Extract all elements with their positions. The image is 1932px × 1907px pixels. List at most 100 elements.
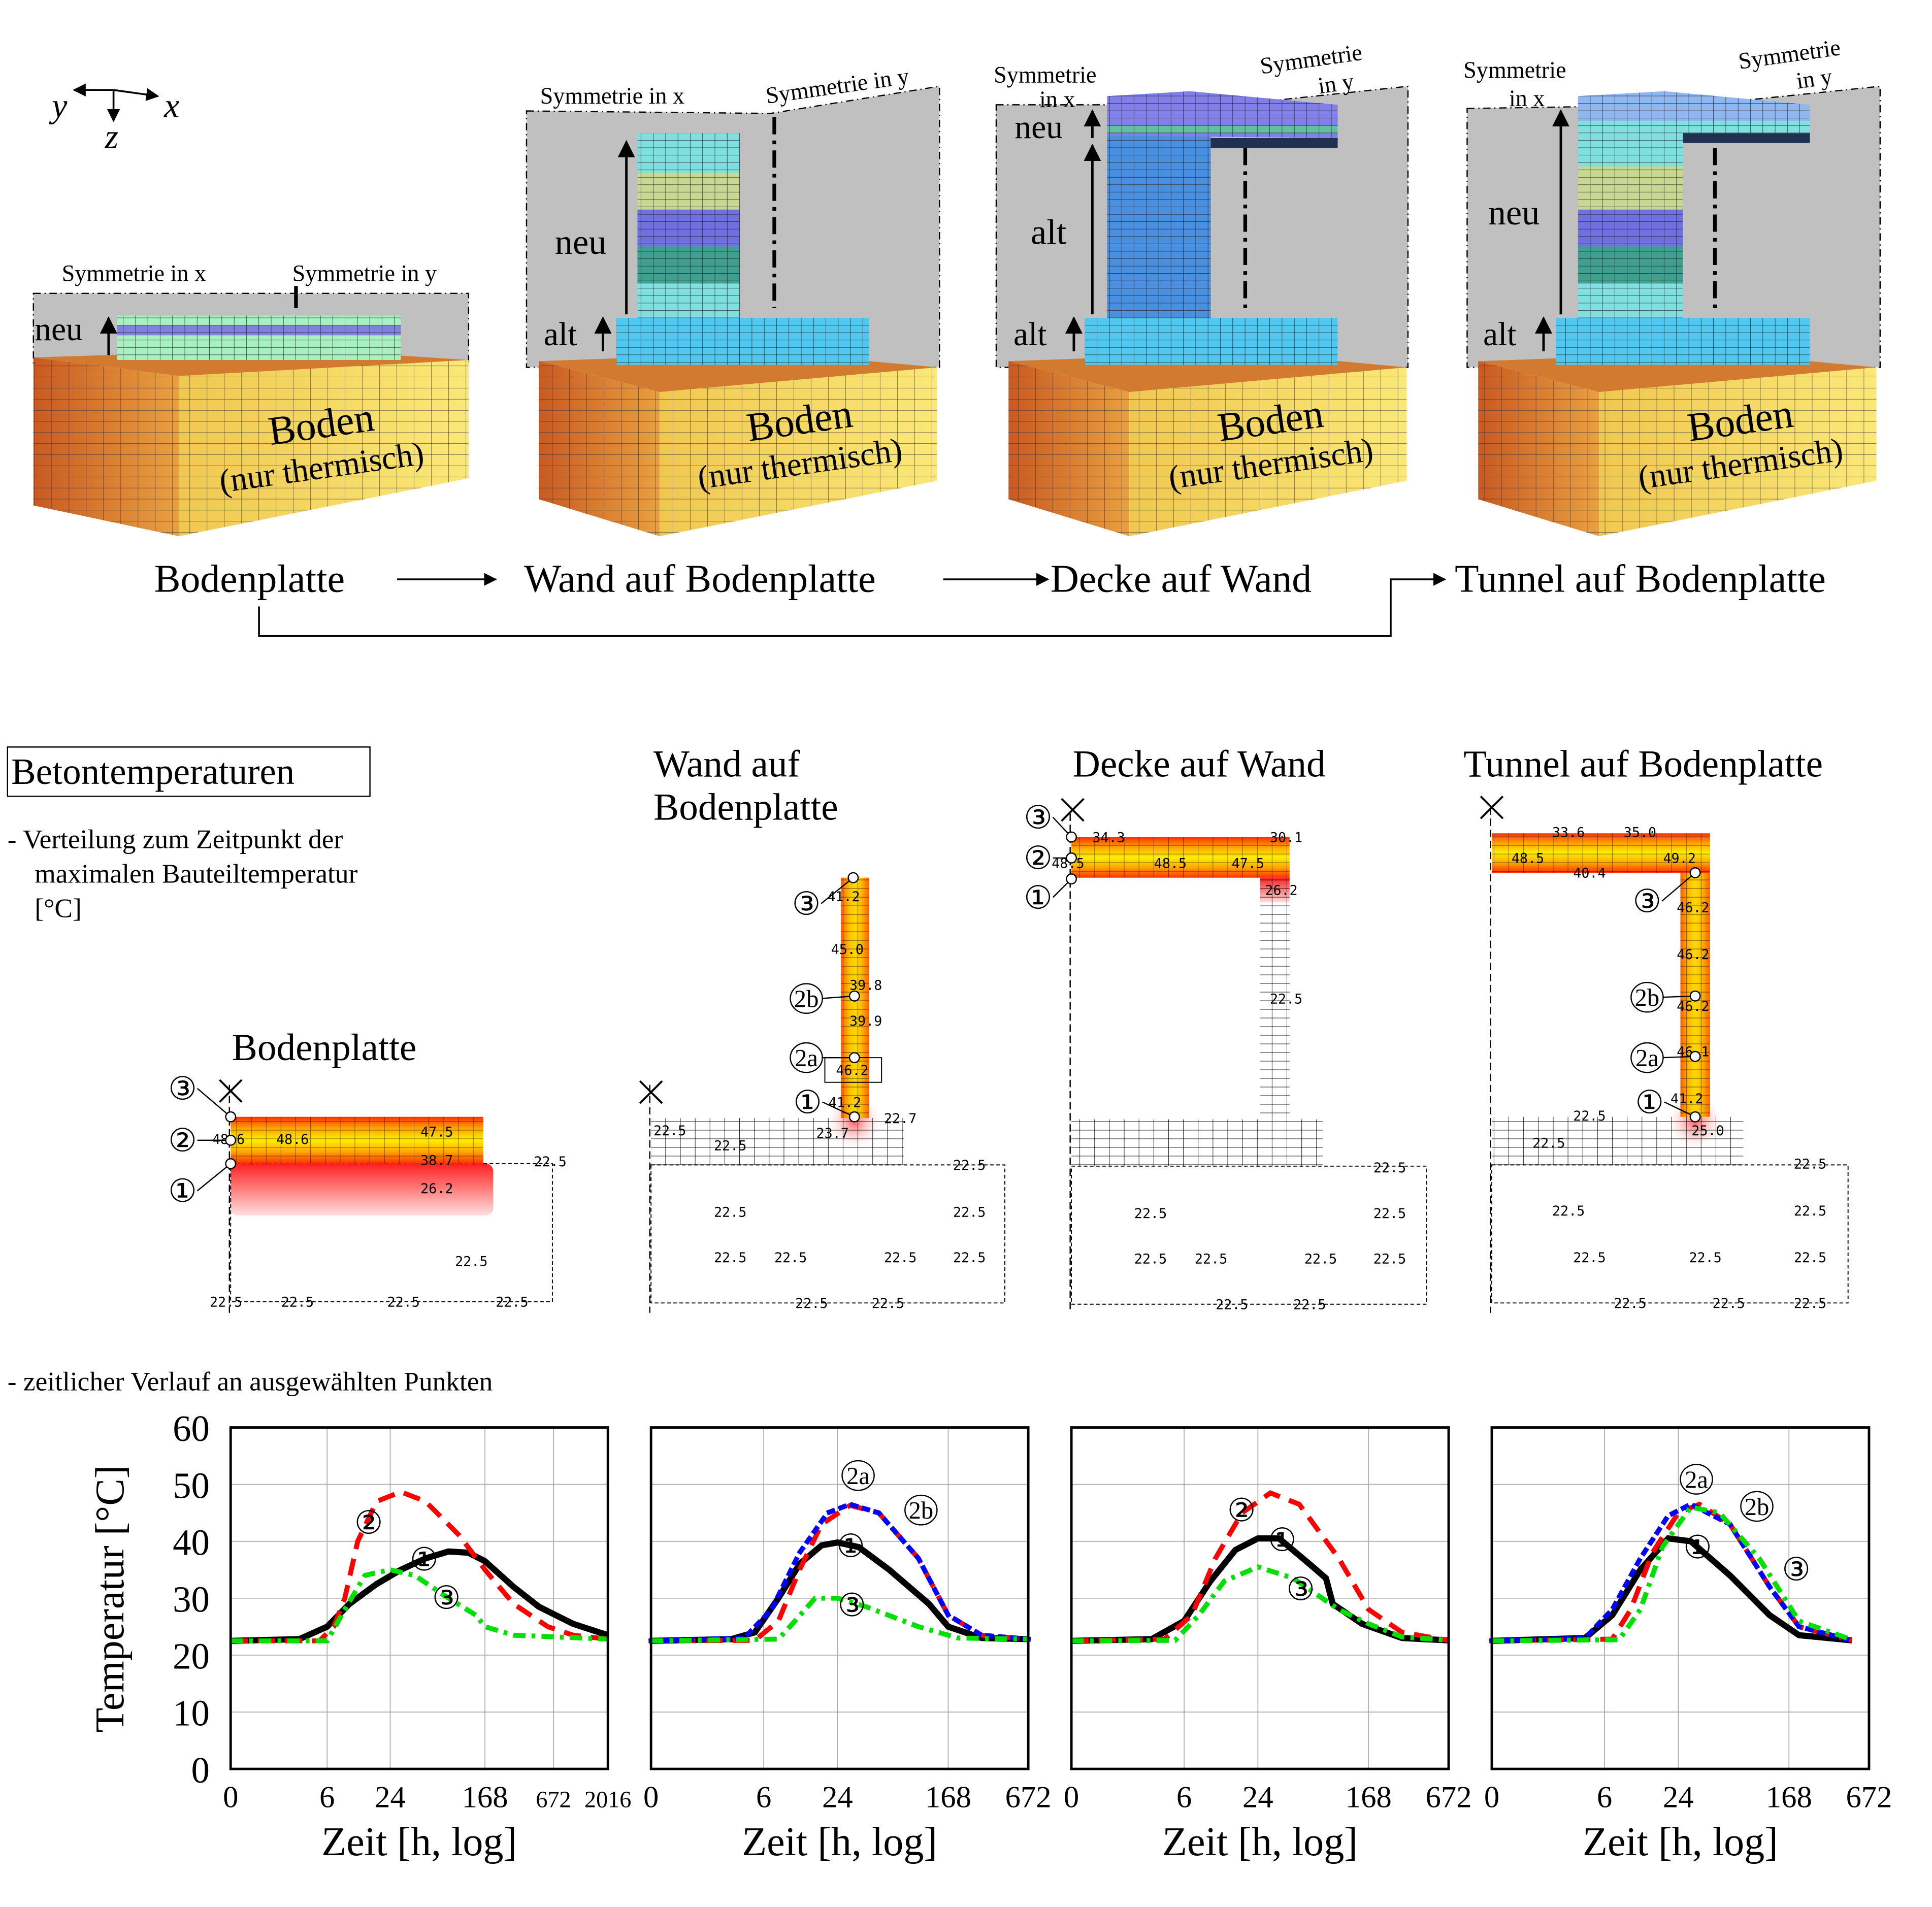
plot-frame — [1490, 1426, 1871, 1770]
y-tick-label: 60 — [173, 1408, 210, 1449]
temperature-value: 30.1 — [1270, 830, 1302, 845]
axis-z-label: z — [105, 117, 118, 155]
neu-label: neu — [555, 222, 607, 262]
measurement-point-marker — [1066, 831, 1077, 843]
coordinate-axes-glyph: y x z — [49, 83, 179, 155]
curve-label: ③ — [1286, 1571, 1315, 1607]
temperature-value: 22.5 — [1689, 1250, 1721, 1266]
temperature-value: 22.5 — [714, 1138, 746, 1154]
temperature-value: 22.5 — [872, 1296, 904, 1311]
temperature-value: 41.2 — [1671, 1091, 1703, 1107]
x-tick-label: 24 — [822, 1780, 853, 1814]
measurement-point-marker — [1689, 867, 1701, 878]
temperature-value: 22.5 — [455, 1254, 487, 1269]
point-label: ③ — [792, 886, 821, 922]
x-tick-label: 672 — [536, 1786, 571, 1812]
dist-decke — [1069, 813, 1427, 1313]
symmetry-x-label: Symmetrie — [994, 62, 1096, 88]
point-label-text: ② — [1227, 1493, 1256, 1528]
neu-label: neu — [1014, 109, 1063, 146]
temperature-value: 46.2 — [1677, 947, 1709, 963]
temperature-value: 47.5 — [420, 1125, 453, 1140]
series-line-2b — [1489, 1501, 1855, 1643]
temperature-value: 38.7 — [420, 1153, 453, 1168]
point-label-text: 2b — [794, 985, 819, 1013]
temperature-chart: 0 10 20 30 40 50 60 0 6 24 168 672 2016 Zeit [h, log]… — [88, 1408, 631, 1864]
x-tick-label: 24 — [1663, 1780, 1694, 1814]
x-axis-label: Zeit [h, log] — [742, 1820, 937, 1864]
temperature-value: 22.5 — [953, 1250, 986, 1266]
axis-y-label: y — [49, 86, 68, 125]
curve-label: 2a — [1680, 1464, 1713, 1495]
x-tick-label: 672 — [1426, 1780, 1472, 1814]
point-label-text: 2a — [846, 1462, 870, 1490]
symmetry-y-label: in y — [1794, 63, 1833, 93]
temperature-value: 22.5 — [1216, 1297, 1248, 1312]
x-tick-label: 0 — [1484, 1780, 1499, 1814]
x-axis-label: Zeit [h, log] — [321, 1820, 517, 1864]
point-label-text: 2a — [1685, 1466, 1708, 1494]
symmetry-y-label: in y — [1316, 68, 1355, 98]
point-label-text: ③ — [1286, 1571, 1315, 1607]
temperature-value: 22.5 — [1134, 1206, 1167, 1222]
x-tick-label: 168 — [1346, 1780, 1392, 1814]
temperature-value: 22.5 — [496, 1295, 528, 1310]
temperature-chart: 0 6 24 168 672 Zeit [h, log] 2a 2b ① ③ — [643, 1426, 1052, 1864]
y-tick-label: 0 — [191, 1750, 210, 1791]
temperature-value: 22.5 — [1573, 1108, 1606, 1124]
temperature-value: 22.5 — [714, 1250, 746, 1266]
x-tick-label: 672 — [1846, 1780, 1892, 1814]
dist-text-line: [°C] — [35, 893, 82, 923]
point-label-text: ① — [1683, 1530, 1712, 1565]
symmetry-y-label: Symmetrie in y — [292, 260, 437, 286]
process-step-decke: Decke auf Wand — [1051, 556, 1312, 600]
point-label: ② — [1024, 841, 1053, 876]
point-label-text: ② — [168, 1123, 197, 1159]
measurement-point-marker — [1066, 873, 1077, 885]
temperature-value: 33.6 — [1552, 825, 1585, 841]
series-line-3 — [1071, 1564, 1449, 1643]
temperature-value: 25.0 — [1691, 1123, 1724, 1139]
temperature-value: 26.2 — [1265, 883, 1297, 899]
temperature-value: 22.5 — [1713, 1296, 1745, 1311]
dist-wand — [649, 877, 1005, 1313]
point-label-text: ① — [1268, 1522, 1297, 1558]
temperature-value: 22.5 — [653, 1123, 686, 1139]
temperature-value: 22.5 — [1794, 1157, 1826, 1172]
dist-title: Wand auf — [653, 743, 800, 785]
temperature-value: 22.5 — [1195, 1252, 1227, 1267]
temperature-value: 41.2 — [829, 1095, 861, 1110]
temperature-value: 45.0 — [831, 942, 864, 958]
y-tick-label: 30 — [173, 1579, 210, 1620]
temperature-value: 22.5 — [884, 1250, 916, 1266]
process-step-tunnel: Tunnel auf Bodenplatte — [1455, 556, 1826, 600]
stage-wand-3d: Symmetrie in x Symmetrie in y neu alt Bo… — [526, 63, 940, 537]
temperature-value: 22.5 — [387, 1295, 420, 1310]
temperature-value: 22.5 — [1794, 1296, 1826, 1311]
curve-label: 2a — [841, 1460, 875, 1491]
point-label: ① — [168, 1173, 197, 1209]
symmetry-x-label: Symmetrie in x — [62, 260, 206, 286]
point-label-text: ① — [793, 1084, 822, 1120]
x-tick-label: 0 — [1064, 1780, 1079, 1814]
stage-tunnel-3d: Symmetrie in x Symmetrie in y neu alt Bo… — [1463, 34, 1881, 537]
y-tick-label: 10 — [173, 1693, 210, 1734]
temperature-value: 22.5 — [1794, 1203, 1826, 1219]
point-label-text: ① — [836, 1528, 865, 1564]
measurement-point-marker — [225, 1111, 237, 1123]
section-title: Betontemperaturen — [11, 751, 294, 792]
point-label-text: ③ — [168, 1071, 197, 1107]
plot-frame — [229, 1426, 609, 1770]
x-tick-label: 0 — [643, 1780, 659, 1814]
process-step-wand: Wand auf Bodenplatte — [524, 556, 876, 600]
curve-label: 2b — [1740, 1491, 1774, 1522]
series-line-3 — [231, 1567, 608, 1643]
temperature-value: 40.4 — [1573, 866, 1606, 881]
x-tick-label: 168 — [925, 1780, 971, 1814]
point-label: ① — [1635, 1084, 1664, 1120]
measurement-point-marker — [1689, 1050, 1701, 1062]
stage-bodenplatte-3d: Symmetrie in x Symmetrie in y neu Boden … — [32, 260, 470, 537]
point-label-text: ① — [1635, 1084, 1664, 1120]
temperature-value: 23.7 — [816, 1126, 849, 1141]
point-label-text: ② — [1024, 841, 1053, 876]
